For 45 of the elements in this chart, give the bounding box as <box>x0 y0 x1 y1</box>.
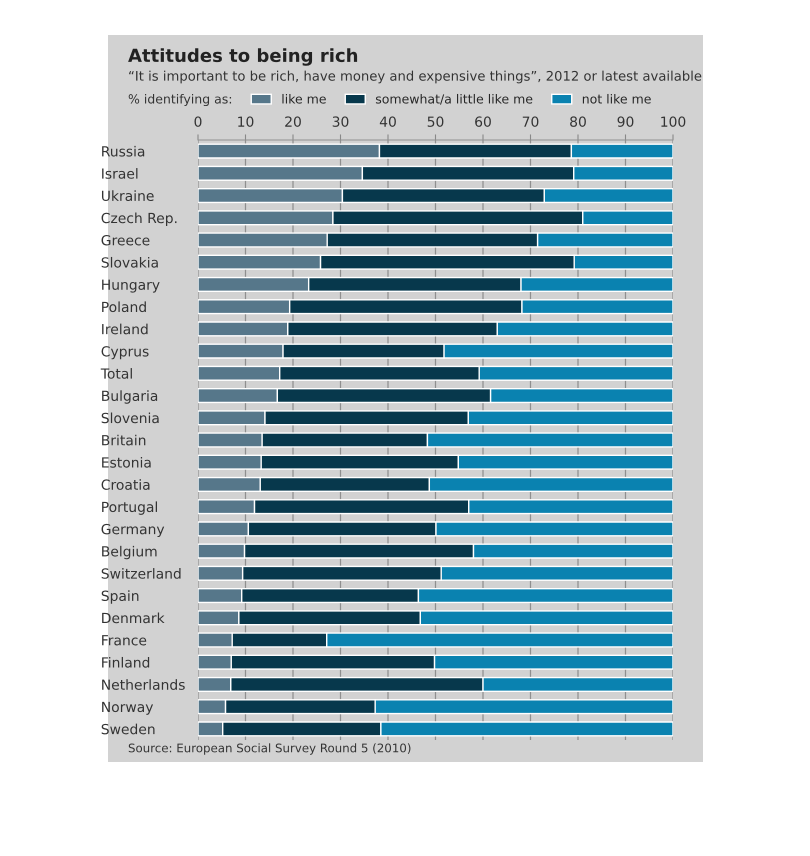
y-tick-label: Poland <box>102 301 146 312</box>
legend-label: like me <box>282 94 326 104</box>
x-tick-label: 100 <box>661 116 686 127</box>
chart-title: Attitudes to being rich <box>128 48 358 66</box>
chart-subtitle: “It is important to be rich, have money and expensive things”, 2012 or latest available <box>129 70 702 84</box>
y-tick-label: Finland <box>102 656 150 668</box>
x-tick-label: 40 <box>380 116 396 127</box>
y-tick-label: Czech Rep. <box>102 212 176 226</box>
y-tick-label: Greece <box>102 234 150 246</box>
y-tick-label: Cyprus <box>102 346 149 360</box>
y-tick-label: Slovenia <box>102 412 159 424</box>
source-note: Source: European Social Survey Round 5 (2010) <box>128 743 410 755</box>
y-tick-label: Netherlands <box>102 679 185 690</box>
y-tick-label: Denmark <box>102 612 165 624</box>
y-tick-label: Britain <box>102 434 146 446</box>
y-tick-label: Portugal <box>102 501 157 515</box>
y-tick-label: Total <box>100 368 132 379</box>
x-tick-label: 20 <box>285 116 301 127</box>
legend-title: % identifying as: <box>128 94 232 106</box>
x-tick-label: 30 <box>332 116 348 127</box>
legend-label: somewhat/a little like me <box>376 94 532 105</box>
x-tick-label: 50 <box>428 116 444 127</box>
y-tick-label: Sweden <box>102 724 154 734</box>
x-tick-label: 70 <box>522 116 538 127</box>
y-tick-label: Bulgaria <box>102 390 158 404</box>
x-tick-label: 0 <box>194 116 202 127</box>
y-tick-label: Slovakia <box>102 256 158 268</box>
y-tick-label: Israel <box>102 168 138 179</box>
y-tick-label: Belgium <box>102 546 157 560</box>
y-tick-label: Switzerland <box>102 568 181 579</box>
y-tick-label: Ireland <box>102 324 148 334</box>
x-tick-label: 80 <box>570 116 586 127</box>
x-tick-label: 10 <box>238 116 254 127</box>
x-tick-label: 60 <box>475 116 491 127</box>
y-tick-label: France <box>102 635 146 646</box>
y-tick-label: Norway <box>102 702 154 715</box>
y-tick-label: Russia <box>102 146 144 157</box>
x-tick-label: 90 <box>618 116 634 127</box>
y-tick-label: Ukraine <box>102 190 154 202</box>
y-tick-label: Spain <box>102 590 138 604</box>
y-tick-label: Croatia <box>102 479 150 490</box>
y-tick-label: Hungary <box>102 280 160 293</box>
y-tick-label: Estonia <box>102 456 151 468</box>
legend-label: not like me <box>582 94 651 104</box>
y-tick-label: Germany <box>102 524 164 538</box>
